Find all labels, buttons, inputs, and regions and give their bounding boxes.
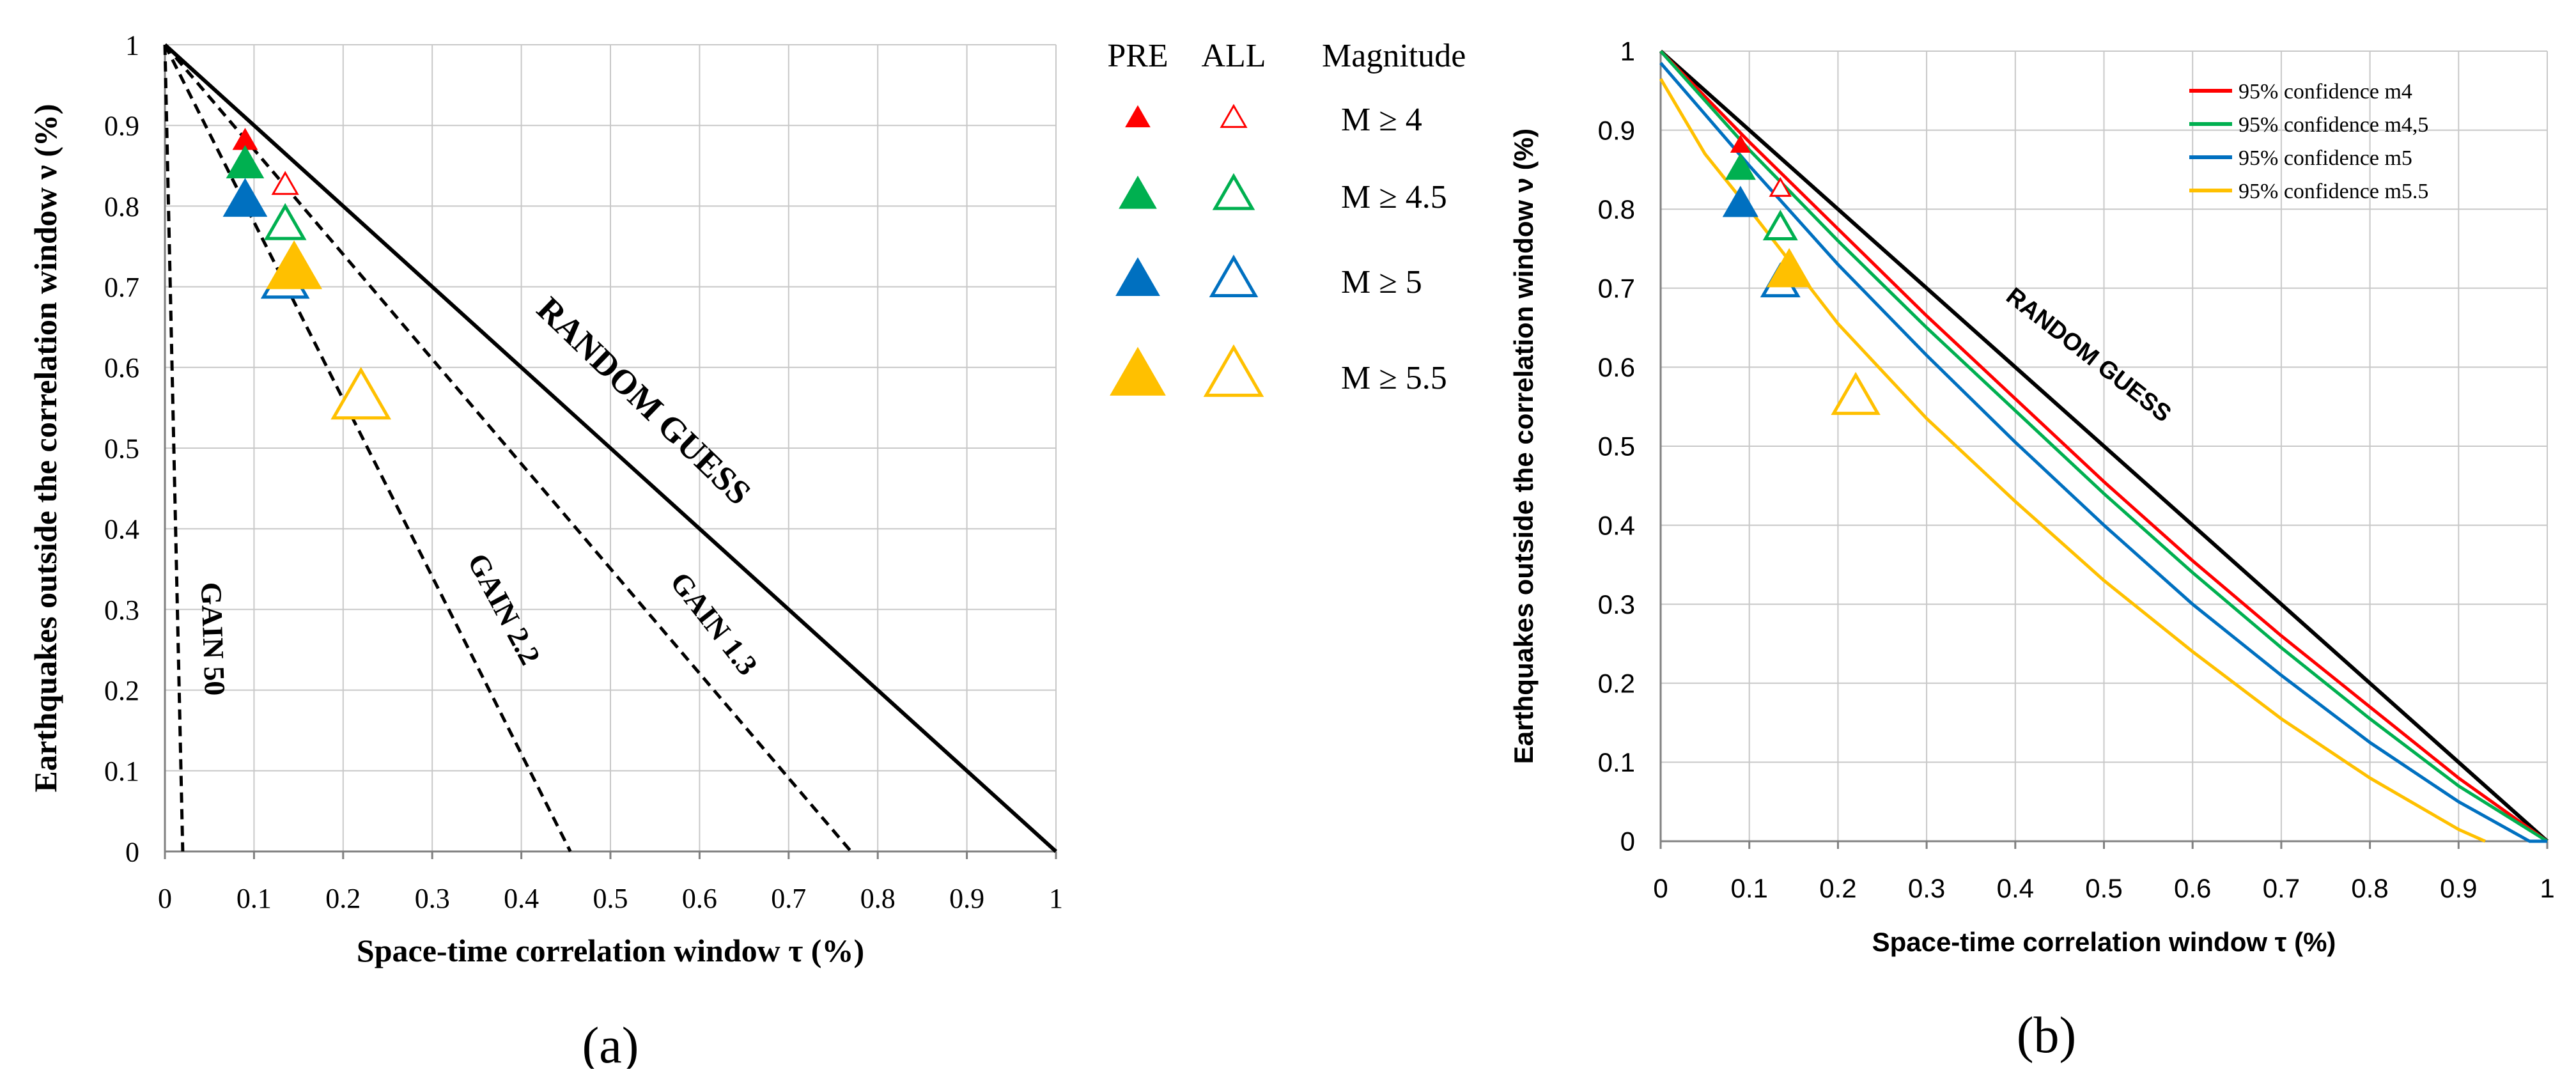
y-tick-label: 0.8 bbox=[1598, 194, 1635, 224]
data-point-pre bbox=[1722, 185, 1758, 217]
y-tick-label: 0.3 bbox=[104, 594, 139, 626]
y-tick-label: 0 bbox=[1620, 827, 1635, 857]
panel-label: (b) bbox=[2017, 1007, 2076, 1064]
legend-label: M ≥ 5.5 bbox=[1341, 360, 1447, 396]
y-tick-label: 1 bbox=[1620, 36, 1635, 66]
chart-panel-b: 0 0.1 0.2 0.3 0.4 0.5 0.6 0.7 0.8 0.9 1 0 0.1 0.2 0.3 0… bbox=[1509, 36, 2555, 1064]
y-tick-label: 0.2 bbox=[104, 675, 139, 706]
reference-line bbox=[163, 43, 1058, 853]
x-tick-label: 0.4 bbox=[504, 883, 539, 914]
legend-label: M ≥ 4 bbox=[1341, 102, 1422, 138]
series-line bbox=[1659, 50, 2549, 843]
reference-line bbox=[1659, 49, 2549, 843]
data-point-all bbox=[1762, 210, 1798, 240]
legend-marker-all bbox=[1220, 104, 1248, 128]
y-tick-label: 0.9 bbox=[1598, 115, 1635, 145]
x-tick-label: 0.2 bbox=[1819, 873, 1856, 903]
legend-marker-all bbox=[1209, 254, 1259, 297]
data-point-all bbox=[271, 171, 299, 195]
legend-label: 95% confidence m5 bbox=[2238, 146, 2412, 170]
legend-header-all: ALL bbox=[1201, 38, 1266, 74]
data-point-pre bbox=[1725, 153, 1756, 180]
y-tick-label: 0.4 bbox=[104, 514, 139, 545]
y-tick-label: 1 bbox=[125, 29, 139, 61]
legend-a: PRE ALL Magnitude M ≥ 4 M ≥ 4.5 M ≥ 5 M ≥ 5.5 bbox=[1107, 38, 1466, 397]
y-tick-label: 0.7 bbox=[1598, 274, 1635, 304]
x-axis-title: Space-time correlation window τ (%) bbox=[1872, 927, 2336, 957]
x-tick-label: 0.8 bbox=[2351, 873, 2388, 903]
data-point-all bbox=[330, 366, 392, 420]
reference-line bbox=[164, 43, 853, 853]
y-tick-label: 0.3 bbox=[1598, 589, 1635, 619]
x-tick-label: 0.4 bbox=[1997, 873, 2034, 903]
x-tick-label: 0.3 bbox=[1908, 873, 1945, 903]
chart-panel-a: 0 0.1 0.2 0.3 0.4 0.5 0.6 0.7 0.8 0.9 1 0 0.1 0.2 0.3 0… bbox=[27, 29, 1063, 1072]
x-axis-title: Space-time correlation window τ (%) bbox=[357, 933, 864, 968]
series-line bbox=[1659, 61, 2547, 843]
x-tick-label: 0.3 bbox=[415, 883, 450, 914]
x-tick-label: 0.2 bbox=[325, 883, 361, 914]
y-tick-label: 0.5 bbox=[1598, 431, 1635, 462]
data-point-pre bbox=[1766, 247, 1812, 288]
reference-line-label: GAIN 1.3 bbox=[664, 566, 764, 681]
y-axis-title: Earthquakes outside the correlation wind… bbox=[1509, 128, 1539, 764]
x-tick-label: 0.1 bbox=[237, 883, 272, 914]
legend-marker-pre bbox=[1119, 175, 1157, 209]
x-tick-label: 0.9 bbox=[949, 883, 984, 914]
panel-label: (a) bbox=[582, 1018, 639, 1069]
y-tick-label: 0 bbox=[125, 836, 139, 867]
data-point-all bbox=[1769, 176, 1792, 197]
x-tick-label: 0.9 bbox=[2440, 873, 2477, 903]
x-tick-label: 0.6 bbox=[2174, 873, 2211, 903]
y-tick-label: 0.1 bbox=[1598, 747, 1635, 777]
y-tick-label: 0.2 bbox=[1598, 669, 1635, 699]
reference-line-label: GAIN 50 bbox=[195, 582, 231, 696]
y-tick-label: 0.1 bbox=[104, 756, 139, 787]
y-tick-label: 0.4 bbox=[1598, 510, 1635, 540]
legend-label: M ≥ 5 bbox=[1341, 264, 1422, 300]
y-tick-label: 0.9 bbox=[104, 111, 139, 142]
legend-header-pre: PRE bbox=[1107, 38, 1168, 74]
reference-line-label: RANDOM GUESS bbox=[2001, 283, 2176, 428]
legend-label: 95% confidence m5.5 bbox=[2238, 180, 2428, 203]
legend-marker-pre bbox=[1110, 346, 1166, 396]
x-tick-label: 0.5 bbox=[2085, 873, 2122, 903]
y-axis-title: Earthquakes outside the correlation wind… bbox=[27, 104, 63, 792]
legend-marker-pre bbox=[1125, 105, 1151, 128]
y-tick-label: 0.6 bbox=[1598, 352, 1635, 382]
reference-line bbox=[163, 43, 572, 853]
y-tick-label: 0.5 bbox=[104, 433, 139, 464]
data-point-pre bbox=[266, 240, 322, 290]
series-line bbox=[1659, 50, 2549, 843]
y-tick-label: 0.8 bbox=[104, 191, 139, 222]
x-tick-label: 0.7 bbox=[771, 883, 806, 914]
data-point-pre bbox=[226, 145, 265, 178]
data-point-pre bbox=[1730, 134, 1751, 153]
reference-line bbox=[163, 44, 185, 852]
legend-label: 95% confidence m4,5 bbox=[2238, 113, 2428, 137]
data-point-all bbox=[1831, 371, 1881, 416]
x-tick-label: 0.7 bbox=[2263, 873, 2300, 903]
legend-b: 95% confidence m4 95% confidence m4,5 95% … bbox=[2189, 80, 2428, 203]
x-tick-label: 0.1 bbox=[1731, 873, 1768, 903]
data-point-all bbox=[263, 203, 307, 240]
legend-label: 95% confidence m4 bbox=[2238, 80, 2412, 104]
y-tick-label: 0.7 bbox=[104, 272, 139, 303]
legend-marker-all bbox=[1212, 173, 1255, 210]
legend-header-magnitude: Magnitude bbox=[1322, 38, 1466, 74]
x-tick-label: 1 bbox=[2540, 873, 2554, 903]
legend-marker-pre bbox=[1115, 257, 1160, 296]
x-tick-label: 0.8 bbox=[860, 883, 896, 914]
data-point-pre bbox=[222, 178, 268, 217]
x-tick-label: 0 bbox=[158, 883, 172, 914]
y-tick-label: 0.6 bbox=[104, 352, 139, 384]
x-tick-label: 0 bbox=[1653, 873, 1668, 903]
x-tick-label: 0.6 bbox=[682, 883, 717, 914]
legend-label: M ≥ 4.5 bbox=[1341, 179, 1447, 215]
x-tick-label: 0.5 bbox=[593, 883, 628, 914]
x-tick-label: 1 bbox=[1049, 883, 1063, 914]
legend-marker-all bbox=[1203, 344, 1264, 397]
